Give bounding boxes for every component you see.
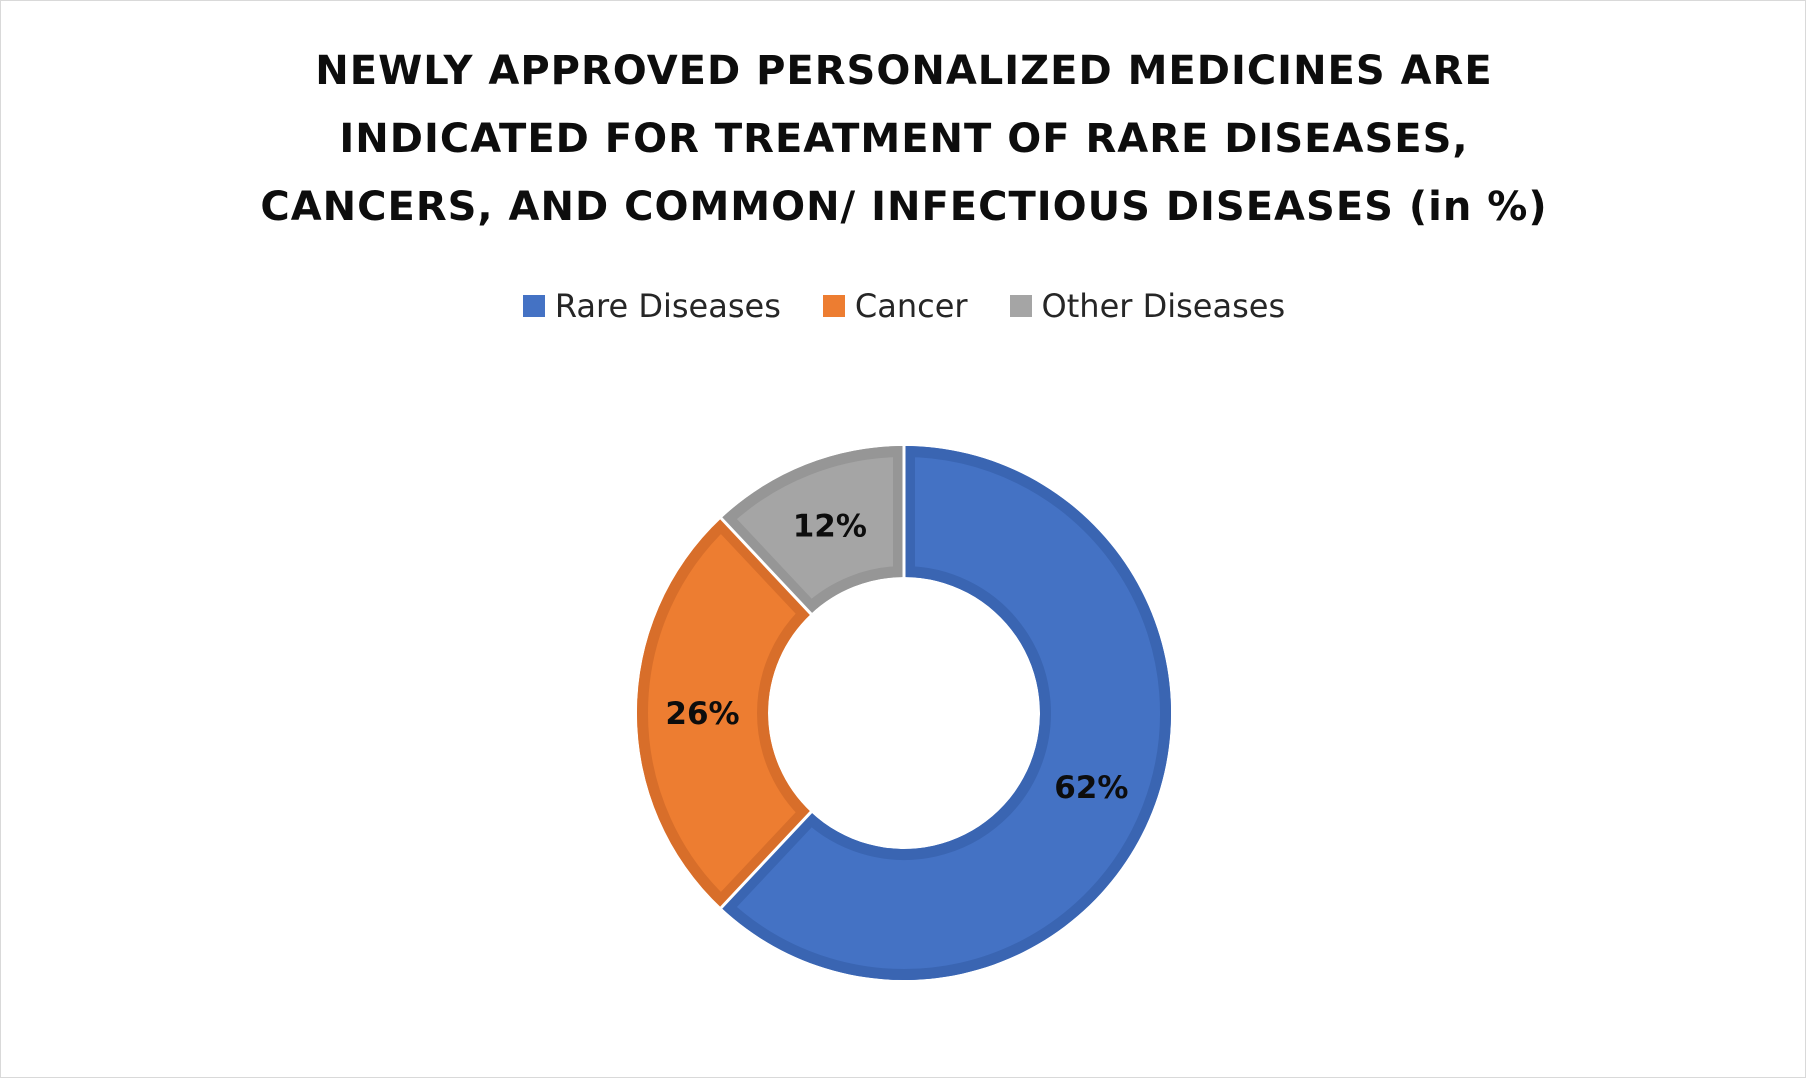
donut-slices xyxy=(637,444,1171,981)
chart-title-line-3: CANCERS, AND COMMON/ INFECTIOUS DISEASES… xyxy=(260,184,1548,230)
data-label-cancer: 26% xyxy=(665,696,739,732)
chart-legend: Rare Diseases Cancer Other Diseases xyxy=(1,287,1806,325)
slice-cancer xyxy=(637,518,811,908)
chart-title: NEWLY APPROVED PERSONALIZED MEDICINES AR… xyxy=(1,37,1806,241)
donut-labels: 62% 26% 12% xyxy=(665,509,1128,807)
legend-swatch-other-diseases xyxy=(1009,295,1032,317)
legend-item-rare-diseases: Rare Diseases xyxy=(522,287,781,325)
slice-rare-diseases xyxy=(721,446,1171,981)
data-label-other-diseases: 12% xyxy=(793,509,867,545)
data-label-rare-diseases: 62% xyxy=(1054,770,1128,806)
slice-border-rare-diseases xyxy=(721,446,1171,981)
legend-item-cancer: Cancer xyxy=(822,287,968,325)
legend-item-other-diseases: Other Diseases xyxy=(1009,287,1286,325)
legend-swatch-rare-diseases xyxy=(522,295,545,317)
legend-swatch-cancer xyxy=(822,295,845,317)
chart-title-line-2: INDICATED FOR TREATMENT OF RARE DISEASES… xyxy=(339,116,1469,162)
legend-label-other-diseases: Other Diseases xyxy=(1041,287,1286,325)
legend-label-rare-diseases: Rare Diseases xyxy=(554,287,781,325)
slice-separator xyxy=(718,515,814,617)
legend-label-cancer: Cancer xyxy=(854,287,968,325)
chart-title-line-1: NEWLY APPROVED PERSONALIZED MEDICINES AR… xyxy=(315,48,1493,94)
slice-separator xyxy=(718,809,814,911)
